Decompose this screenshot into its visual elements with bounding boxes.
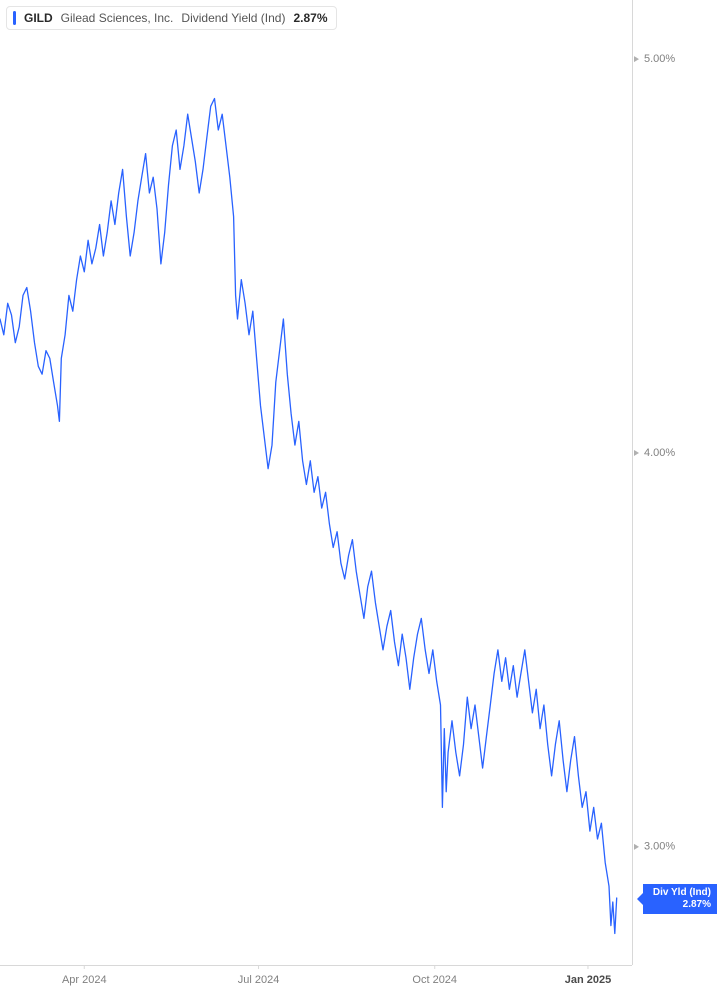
y-tick-label: 3.00% <box>644 841 675 853</box>
x-tick-label: Jan 2025 <box>565 974 611 986</box>
y-tick-label: 5.00% <box>644 53 675 65</box>
flag-title: Div Yld (Ind) <box>653 887 711 899</box>
price-flag: Div Yld (Ind) 2.87% <box>643 884 717 914</box>
x-tick-label: Jul 2024 <box>238 974 280 986</box>
x-tick-label: Apr 2024 <box>62 974 107 986</box>
y-tick-label: 4.00% <box>644 447 675 459</box>
y-tick-marker <box>634 450 639 456</box>
series-line-dividend_yield <box>0 99 617 934</box>
flag-value: 2.87% <box>653 899 711 911</box>
line-chart[interactable]: 3.00% 4.00% 5.00% Apr 2024 Jul 2024 Oct 2024 J… <box>0 0 717 1005</box>
y-tick-marker <box>634 844 639 850</box>
y-tick-marker <box>634 56 639 62</box>
chart-container: GILD Gilead Sciences, Inc. Dividend Yiel… <box>0 0 717 1005</box>
x-tick-label: Oct 2024 <box>412 974 457 986</box>
